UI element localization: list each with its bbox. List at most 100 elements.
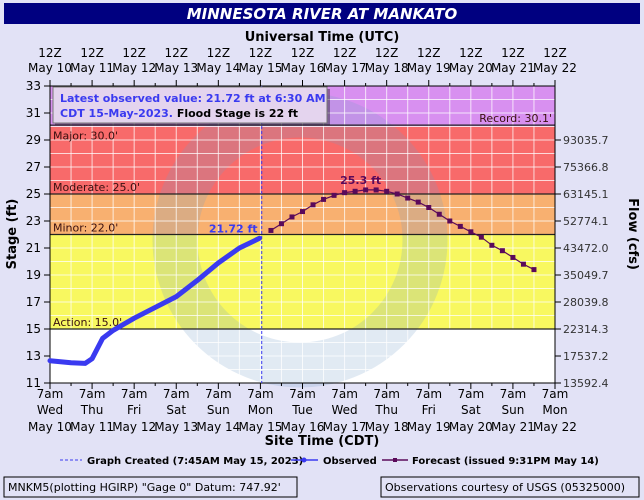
utc-date-label: May 19	[407, 61, 451, 75]
y-tick-label: 29	[26, 133, 41, 147]
observed-line	[47, 235, 262, 366]
flood-label-minor: Minor: 22.0'	[53, 222, 118, 235]
local-time-label: 7am	[373, 387, 400, 401]
local-day-label: Sun	[502, 403, 525, 417]
utc-date-label: May 10	[28, 61, 72, 75]
utc-date-label: May 16	[281, 61, 325, 75]
forecast-point	[447, 218, 453, 224]
forecast-point	[300, 209, 305, 215]
y2-axis-label: Flow (cfs)	[625, 198, 640, 270]
y-tick-label: 21	[26, 241, 41, 255]
utc-date-label: May 15	[238, 61, 282, 75]
forecast-point	[499, 248, 505, 254]
legend-observed-marker	[301, 457, 307, 463]
local-date-label: May 11	[70, 420, 114, 434]
forecast-point	[321, 196, 327, 202]
y2-tick-label: 93035.7	[563, 134, 609, 147]
forecast-point	[363, 187, 369, 193]
local-date-label: May 17	[323, 420, 367, 434]
forecast-point	[352, 188, 358, 194]
local-day-label: Sat	[166, 403, 186, 417]
flood-stage-text: Flood Stage is 22 ft	[177, 107, 298, 120]
latest-observed-box	[52, 86, 328, 124]
y2-tick-label: 28039.8	[563, 296, 609, 309]
local-date-label: May 20	[449, 420, 493, 434]
local-day-label: Thu	[374, 403, 398, 417]
forecast-point	[384, 188, 390, 194]
y2-tick-label: 35049.7	[563, 269, 609, 282]
forecast-point	[510, 254, 516, 260]
y-tick-label: 31	[26, 106, 41, 120]
local-time-label: 7am	[79, 387, 106, 401]
local-day-label: Fri	[127, 403, 141, 417]
utc-tick-label: 12Z	[459, 46, 483, 60]
utc-date-label: May 18	[365, 61, 409, 75]
forecast-point	[426, 205, 432, 210]
y2-tick-label: 17537.2	[563, 350, 609, 363]
local-time-label: 7am	[542, 387, 569, 401]
latest-observed-text-2: CDT 15-May-2023. Flood Stage is 22 ft	[60, 107, 298, 120]
forecast-point	[268, 227, 274, 233]
forecast-point	[373, 187, 379, 193]
local-date-label: May 19	[407, 420, 451, 434]
legend-forecast: Forecast (issued 9:31PM May 14)	[412, 456, 599, 467]
local-date-label: May 12	[112, 420, 156, 434]
local-day-label: Fri	[422, 403, 436, 417]
y-tick-label: 11	[26, 376, 41, 390]
utc-tick-label: 12Z	[375, 46, 399, 60]
local-time-label: 7am	[500, 387, 527, 401]
local-time-label: 7am	[289, 387, 316, 401]
local-time-label: 7am	[331, 387, 358, 401]
local-day-label: Wed	[37, 403, 63, 417]
legend-forecast-marker	[393, 458, 397, 462]
local-day-label: Mon	[542, 403, 567, 417]
footer-source: Observations courtesy of USGS (05325000)	[385, 481, 625, 494]
forecast-point	[520, 261, 526, 267]
y-tick-label: 19	[26, 268, 41, 282]
latest-observed-date: CDT 15-May-2023.	[60, 107, 177, 120]
local-date-label: May 16	[281, 420, 325, 434]
local-time-label: 7am	[457, 387, 484, 401]
forecast-point	[342, 190, 348, 196]
y-tick-label: 27	[26, 160, 41, 174]
y-tick-label: 17	[26, 295, 41, 309]
utc-tick-label: 12Z	[165, 46, 189, 60]
local-time-label: 7am	[37, 387, 64, 401]
local-date-label: May 15	[238, 420, 282, 434]
y-tick-label: 15	[26, 322, 41, 336]
forecast-point	[531, 267, 537, 273]
observed-latest-label: 21.72 ft	[209, 222, 258, 235]
local-date-label: May 14	[196, 420, 240, 434]
flood-label-major: Major: 30.0'	[53, 130, 118, 143]
forecast-point	[310, 202, 316, 208]
utc-axis-label: Universal Time (UTC)	[245, 30, 400, 45]
flood-label-record: Record: 30.1'	[479, 112, 552, 125]
local-day-label: Wed	[331, 403, 357, 417]
utc-tick-label: 12Z	[543, 46, 567, 60]
local-date-label: May 22	[533, 420, 577, 434]
y2-tick-label: 43472.0	[563, 242, 609, 255]
flood-label-action: Action: 15.0'	[53, 316, 122, 329]
utc-tick-label: 12Z	[207, 46, 231, 60]
latest-observed-text: Latest observed value: 21.72 ft at 6:30 …	[60, 92, 326, 105]
forecast-point	[457, 223, 463, 229]
local-time-label: 7am	[415, 387, 442, 401]
local-time-label: 7am	[205, 387, 232, 401]
utc-date-label: May 17	[323, 61, 367, 75]
y2-tick-label: 75366.8	[563, 161, 609, 174]
forecast-point	[331, 192, 337, 198]
chart-title: MINNESOTA RIVER AT MANKATO	[187, 5, 458, 23]
y2-tick-label: 13592.4	[563, 377, 609, 390]
utc-tick-label: 12Z	[38, 46, 62, 60]
utc-date-label: May 21	[491, 61, 535, 75]
forecast-point	[436, 211, 442, 217]
local-time-label: 7am	[163, 387, 190, 401]
utc-date-label: May 11	[70, 61, 114, 75]
forecast-point	[405, 195, 411, 201]
utc-tick-label: 12Z	[333, 46, 357, 60]
forecast-point	[278, 221, 284, 227]
local-date-label: May 18	[365, 420, 409, 434]
y2-tick-label: 63145.1	[563, 188, 609, 201]
utc-tick-label: 12Z	[249, 46, 273, 60]
